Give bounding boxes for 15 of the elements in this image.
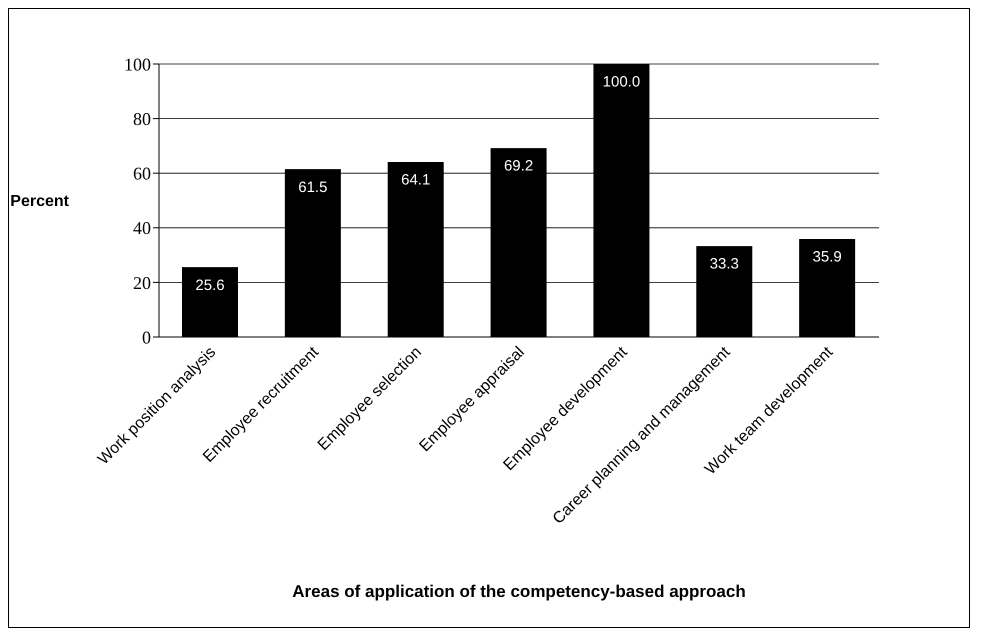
y-tick-label: 0 (142, 327, 151, 348)
data-label: 69.2 (504, 158, 534, 175)
data-label: 35.9 (812, 248, 842, 266)
y-tick-label: 80 (133, 108, 151, 129)
data-label: 61.5 (298, 178, 328, 196)
y-axis-title: Percent (10, 193, 70, 210)
y-tick-label: 20 (133, 272, 151, 293)
data-label: 33.3 (710, 256, 739, 273)
y-tick-label: 40 (133, 218, 151, 238)
y-tick-label: 60 (133, 164, 151, 184)
data-label: 100.0 (602, 74, 640, 91)
data-label: 64.1 (401, 172, 430, 189)
y-tick-label: 100 (124, 54, 151, 74)
data-label: 25.6 (195, 276, 225, 294)
x-axis-title: Areas of application of the competency-based approach (292, 582, 746, 601)
